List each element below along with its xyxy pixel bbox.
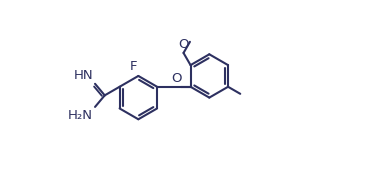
Text: O: O	[179, 38, 189, 51]
Text: F: F	[130, 60, 137, 73]
Text: O: O	[171, 71, 182, 85]
Text: H₂N: H₂N	[68, 109, 93, 122]
Text: HN: HN	[74, 69, 93, 82]
